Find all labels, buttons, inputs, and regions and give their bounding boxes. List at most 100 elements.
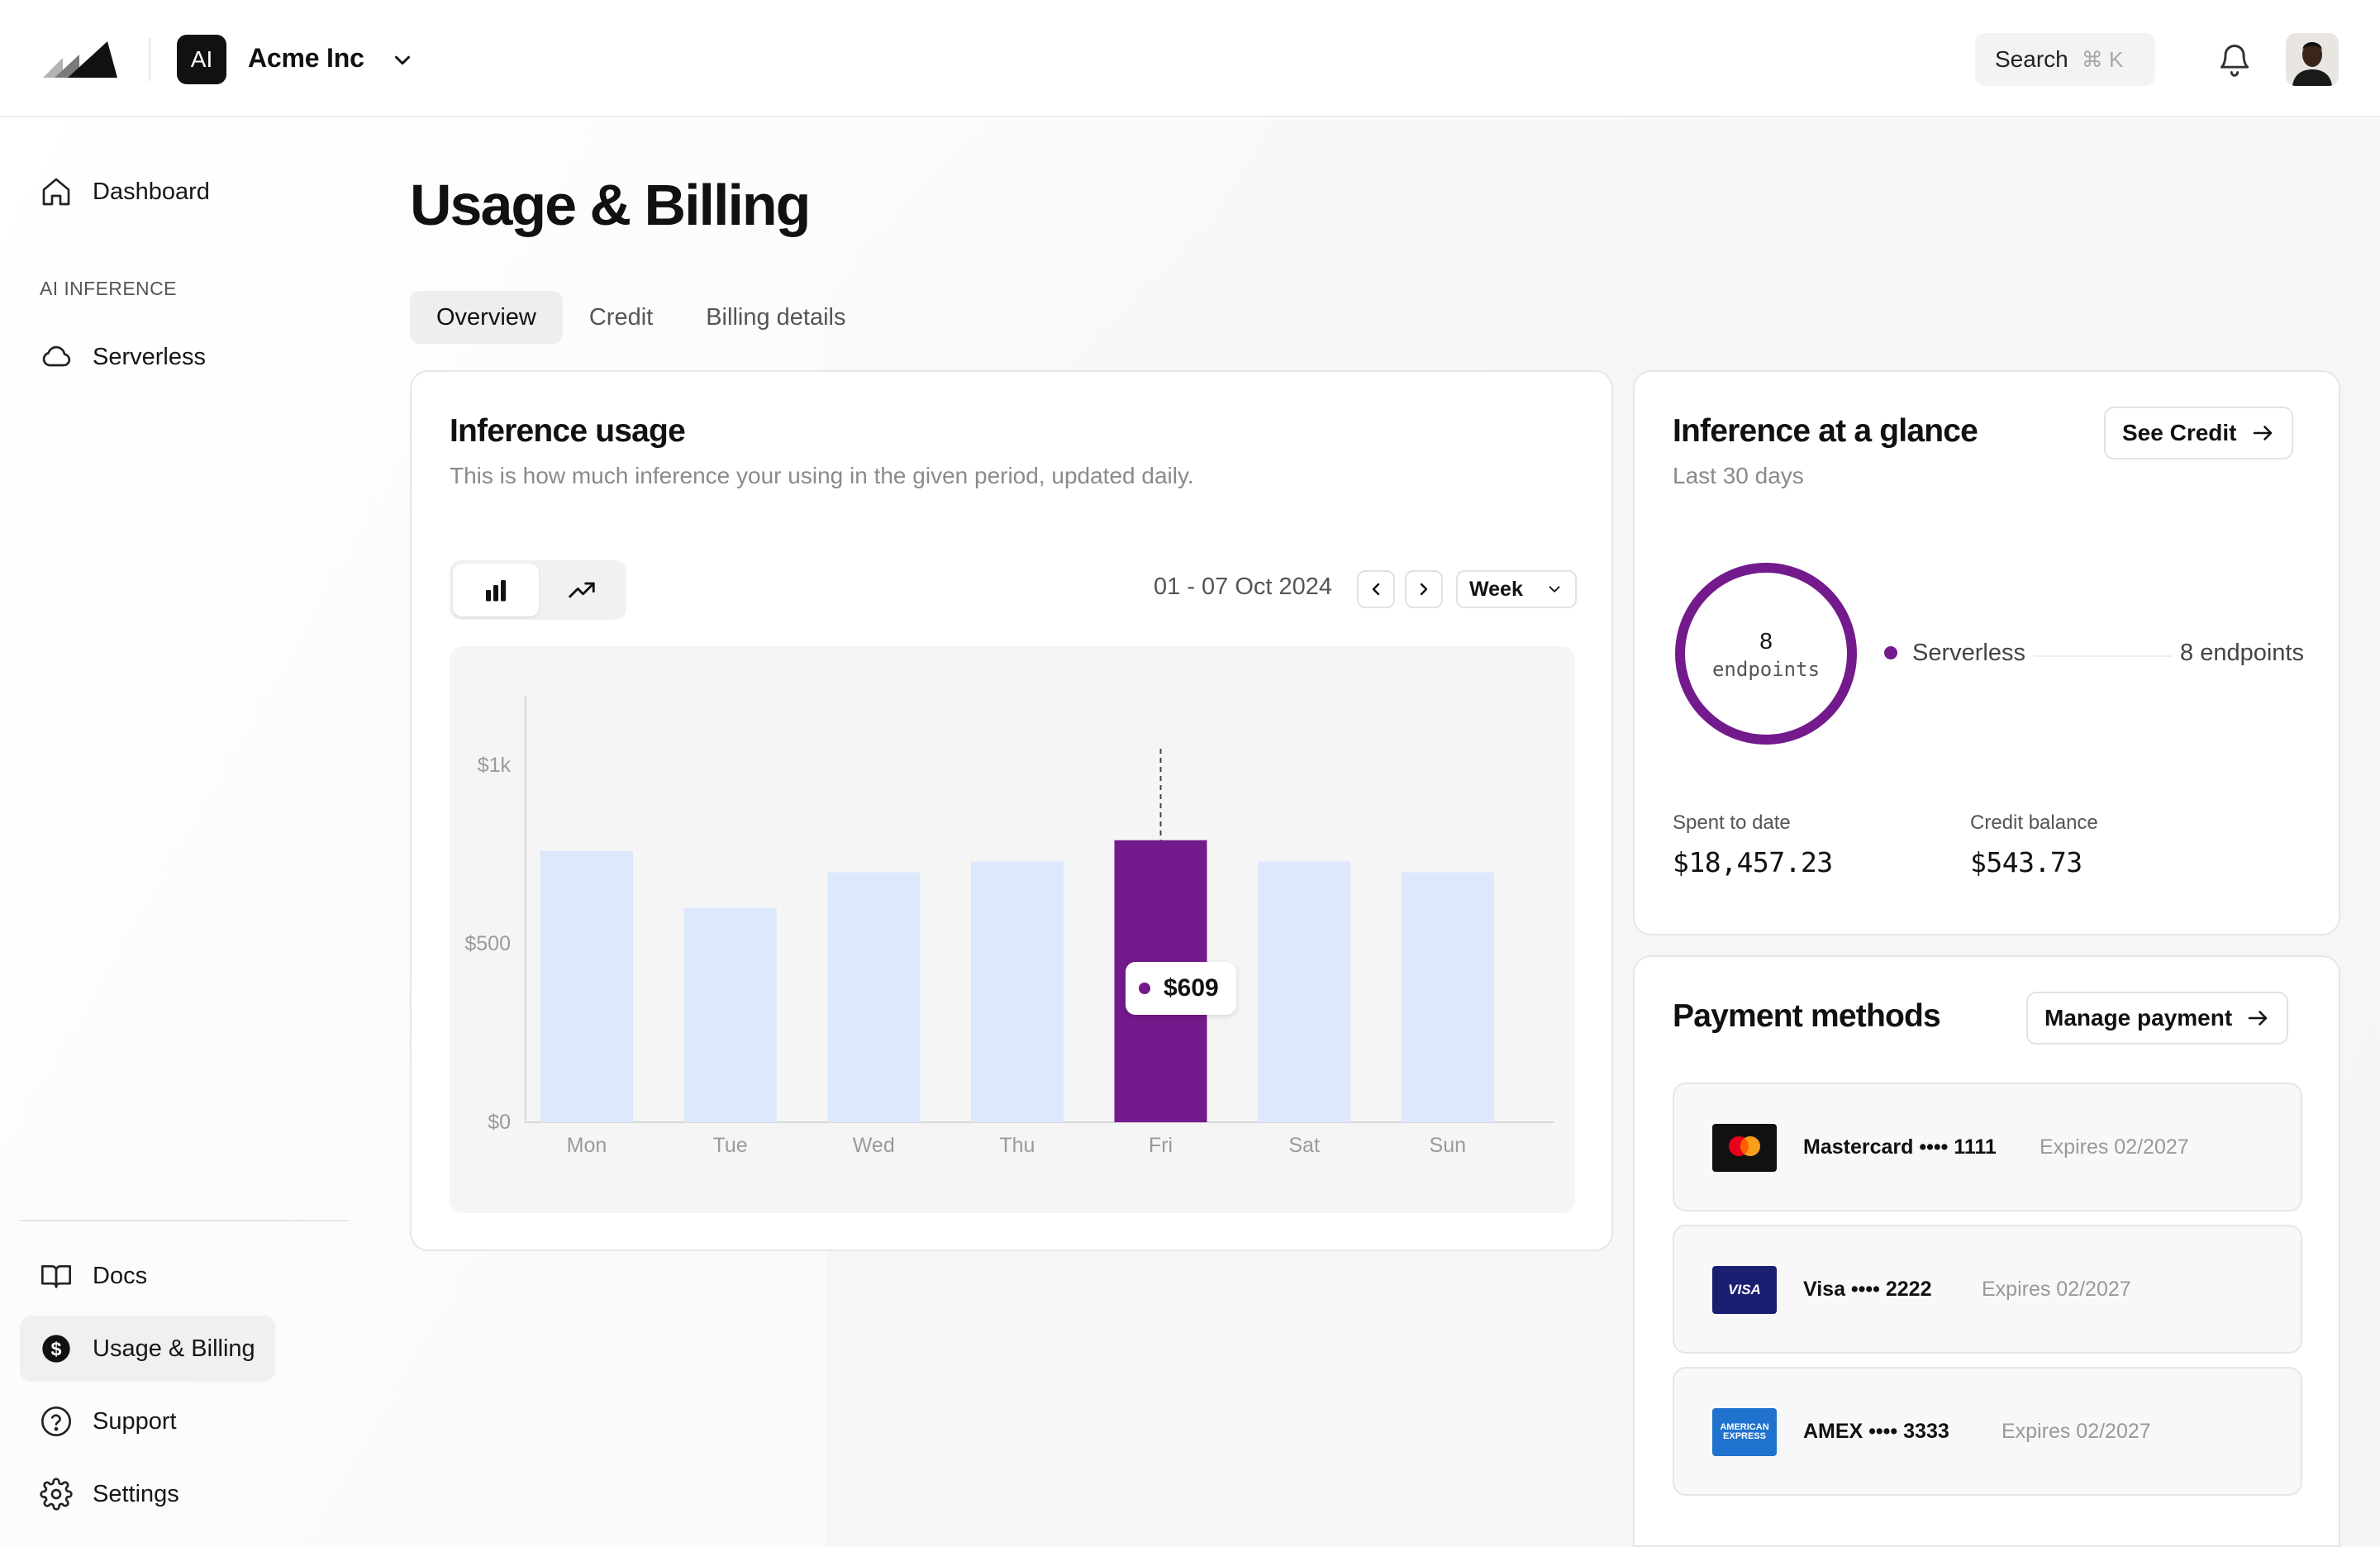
chevron-down-icon[interactable] <box>390 48 415 73</box>
legend-value: 8 endpoints <box>2180 639 2304 666</box>
sidebar-item-label: Support <box>93 1407 177 1435</box>
bar-sat[interactable] <box>1258 861 1351 1122</box>
ring-label: endpoints <box>1711 658 1821 681</box>
sidebar-item-docs[interactable]: Docs <box>20 1243 167 1309</box>
tab-bar: Overview Credit Billing details <box>410 291 872 344</box>
org-avatar[interactable]: AI <box>177 35 226 84</box>
sidebar-item-usage-billing[interactable]: $ Usage & Billing <box>20 1316 275 1382</box>
company-logo-icon[interactable] <box>43 40 117 79</box>
manage-payment-button[interactable]: Manage payment <box>2026 992 2289 1045</box>
dollar-icon: $ <box>42 1335 70 1363</box>
bar-tue[interactable] <box>683 907 777 1122</box>
glance-card-title: Inference at a glance <box>1673 413 1978 449</box>
sidebar-section-label: AI INFERENCE <box>40 278 177 299</box>
cloud-icon <box>42 345 71 367</box>
see-credit-label: See Credit <box>2122 420 2237 445</box>
period-select-value: Week <box>1469 577 1523 601</box>
payment-card-title: Payment methods <box>1673 998 1941 1034</box>
book-icon <box>41 1265 71 1288</box>
usage-chart-panel: Mon Tue Wed Thu Fri Sat Sun $0 $500 $1k $609 <box>450 646 1575 1213</box>
amex-logo-icon: AMERICAN EXPRESS <box>1712 1408 1777 1456</box>
amex-logo-text: AMERICAN EXPRESS <box>1720 1422 1769 1441</box>
sidebar-item-label: Serverless <box>93 343 206 370</box>
payment-method-expiry: Expires 02/2027 <box>2040 1135 2189 1159</box>
payment-method-name: AMEX •••• 3333 <box>1803 1420 1949 1443</box>
help-circle-icon <box>41 1407 71 1436</box>
payment-method-expiry: Expires 02/2027 <box>2002 1420 2151 1443</box>
home-icon <box>42 178 70 206</box>
bar-chart-button[interactable] <box>453 564 539 616</box>
x-tick-label: Mon <box>567 1134 607 1157</box>
search-label: Search <box>1995 46 2068 72</box>
sidebar-item-settings[interactable]: Settings <box>20 1461 199 1527</box>
header-divider <box>149 38 150 81</box>
y-tick-label: $0 <box>488 1111 511 1134</box>
glance-card-subtitle: Last 30 days <box>1673 463 1804 488</box>
trending-up-icon <box>569 582 595 598</box>
spent-to-date-label: Spent to date <box>1673 812 1791 834</box>
y-tick-label: $500 <box>464 932 511 955</box>
payment-method-row[interactable]: VISA Visa •••• 2222 Expires 02/2027 <box>1673 1225 2302 1354</box>
top-bar: AI Acme Inc Search ⌘ K <box>0 0 2380 117</box>
usage-card-title: Inference usage <box>450 413 686 449</box>
payment-methods-card: Payment methods Manage payment Mastercar… <box>1633 955 2340 1547</box>
user-avatar[interactable] <box>2286 33 2339 86</box>
bell-icon[interactable] <box>2216 40 2253 79</box>
payment-method-row[interactable]: AMERICAN EXPRESS AMEX •••• 3333 Expires … <box>1673 1367 2302 1496</box>
chevron-left-icon <box>1372 583 1380 596</box>
chevron-down-icon <box>1549 586 1560 593</box>
sidebar-divider <box>20 1220 349 1221</box>
search-button[interactable]: Search ⌘ K <box>1975 33 2155 86</box>
chevron-right-icon <box>1420 583 1428 596</box>
spent-to-date-value: $18,457.23 <box>1673 846 1833 878</box>
bar-sun[interactable] <box>1401 872 1494 1122</box>
sidebar-item-label: Usage & Billing <box>93 1335 255 1362</box>
bar-wed[interactable] <box>827 872 921 1122</box>
bar-chart-icon <box>486 580 506 602</box>
x-tick-label: Wed <box>853 1134 895 1157</box>
sidebar-item-dashboard[interactable]: Dashboard <box>20 159 230 225</box>
manage-payment-label: Manage payment <box>2044 1005 2233 1031</box>
payment-method-row[interactable]: Mastercard •••• 1111 Expires 02/2027 <box>1673 1083 2302 1211</box>
see-credit-button[interactable]: See Credit <box>2104 407 2293 459</box>
sidebar-item-label: Dashboard <box>93 178 210 205</box>
legend-item-serverless: Serverless 8 endpoints <box>1884 636 2304 669</box>
bar-mon[interactable] <box>540 850 633 1122</box>
tab-overview[interactable]: Overview <box>410 291 563 344</box>
endpoints-ring-chart <box>1675 563 1857 745</box>
x-tick-label: Fri <box>1149 1134 1173 1157</box>
sidebar-item-label: Settings <box>93 1480 179 1507</box>
sidebar-item-serverless[interactable]: Serverless <box>20 324 226 390</box>
ring-value: 8 <box>1759 628 1773 654</box>
period-select[interactable]: Week <box>1456 570 1577 608</box>
previous-period-button[interactable] <box>1357 570 1395 608</box>
usage-bar-chart: Mon Tue Wed Thu Fri Sat Sun $0 $500 $1k <box>464 696 1554 1157</box>
date-range-label: 01 - 07 Oct 2024 <box>1154 574 1333 600</box>
sidebar-item-label: Docs <box>93 1262 148 1289</box>
org-name[interactable]: Acme Inc <box>248 43 364 73</box>
x-tick-label: Tue <box>713 1134 748 1157</box>
page-title: Usage & Billing <box>410 173 811 237</box>
next-period-button[interactable] <box>1405 570 1443 608</box>
payment-method-name: Visa •••• 2222 <box>1803 1278 1932 1301</box>
inference-usage-card: Inference usage This is how much inferen… <box>410 370 1613 1251</box>
svg-text:$: $ <box>51 1338 62 1359</box>
sidebar-item-support[interactable]: Support <box>20 1388 197 1454</box>
visa-logo-text: VISA <box>1728 1282 1761 1297</box>
line-chart-button[interactable] <box>539 564 625 616</box>
mastercard-logo-icon <box>1712 1124 1777 1172</box>
gear-icon <box>40 1478 73 1511</box>
credit-balance-label: Credit balance <box>1970 812 2098 834</box>
arrow-right-icon <box>2248 1011 2268 1026</box>
usage-card-subtitle: This is how much inference your using in… <box>450 463 1194 488</box>
bar-thu[interactable] <box>970 861 1064 1122</box>
tooltip-dot <box>1139 983 1150 994</box>
payment-method-expiry: Expires 02/2027 <box>1982 1278 2131 1301</box>
inference-glance-card: Inference at a glance Last 30 days See C… <box>1633 370 2340 935</box>
tooltip-value: $609 <box>1164 974 1219 1002</box>
tab-billing-details[interactable]: Billing details <box>706 303 846 331</box>
search-shortcut: ⌘ K <box>2081 46 2124 72</box>
arrow-right-icon <box>2253 426 2272 440</box>
tab-credit[interactable]: Credit <box>588 303 654 331</box>
y-tick-label: $1k <box>478 754 512 777</box>
